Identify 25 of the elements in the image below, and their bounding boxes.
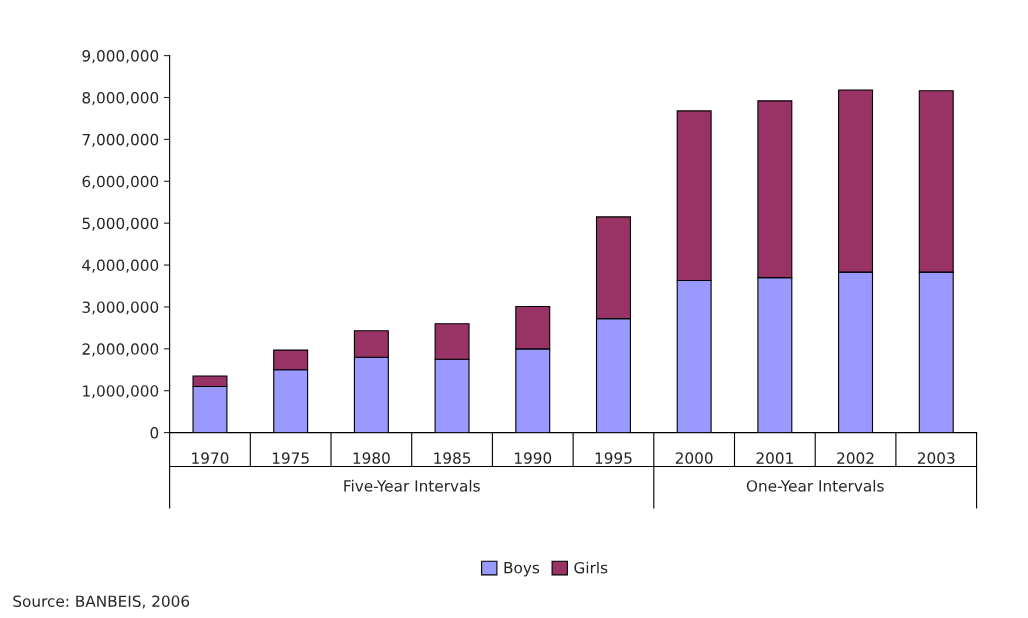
x-tick-label: 1975 [272,452,309,464]
text: One-Year Intervals [746,479,884,492]
y-tick-label: 5,000,000 [82,217,159,231]
y-tick-label: 2,000,000 [82,343,159,357]
x-tick-label: 1985 [434,452,471,464]
source-note: Source: BANBEIS, 2006 [13,595,190,609]
y-tick-label: 4,000,000 [82,259,159,273]
x-tick-label: 2002 [837,452,874,464]
y-tick-label: 7,000,000 [82,133,159,147]
x-tick-label: 1990 [515,452,552,464]
x-tick-label: 2003 [917,452,955,464]
y-tick-label: 0 [150,427,159,439]
x-tick-label: 1970 [192,452,229,464]
x-tick-label: 2000 [675,452,713,464]
y-tick-label: 3,000,000 [82,301,159,315]
y-tick-label: 8,000,000 [82,91,159,106]
y-tick-label: 6,000,000 [82,175,159,189]
legend-label: Girls [574,561,608,574]
y-tick-label: 1,000,000 [83,385,159,399]
text: Five-Year Intervals [344,479,480,492]
x-tick-label: 2001 [756,452,793,464]
x-tick-label: 1980 [353,452,390,464]
legend-label: Boys [504,562,540,577]
x-tick-label: 1995 [595,452,632,464]
y-tick-label: 9,000,000 [82,50,159,64]
